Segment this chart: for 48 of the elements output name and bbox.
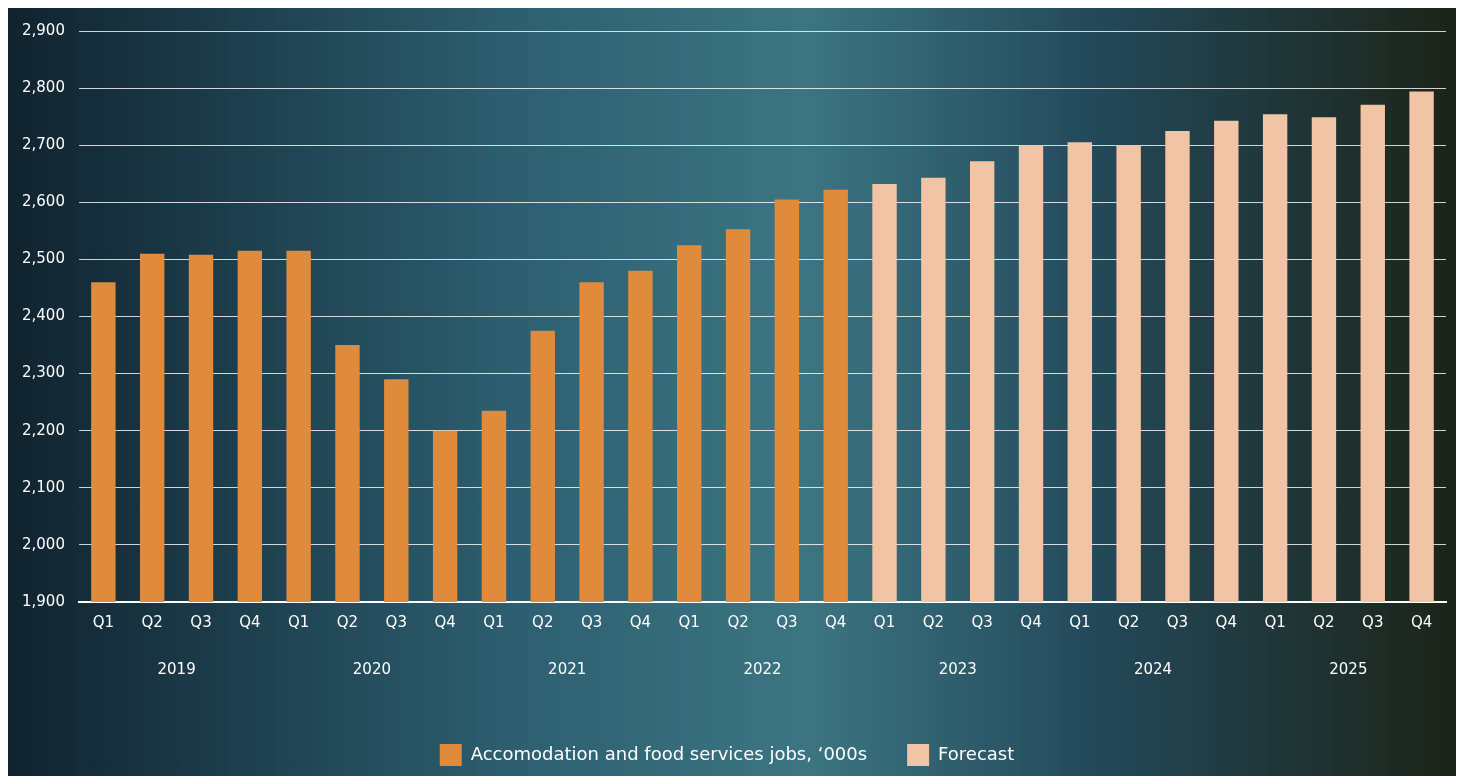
y-tick-label: 2,700: [21, 135, 65, 154]
x-tick-label: Q3: [580, 612, 603, 631]
text: 2025: [1329, 659, 1368, 678]
x-tick-label: Q4: [1215, 612, 1237, 631]
x-tick-label: Q1: [873, 612, 896, 631]
y-tick-label: 2,500: [21, 249, 65, 268]
y-tick-label: 2,800: [21, 77, 65, 96]
x-tick-label: Q4: [825, 612, 847, 631]
x-tick-label: Q3: [190, 612, 212, 631]
x-tick-label: Q2: [141, 612, 163, 631]
y-tick-label: 2,900: [21, 20, 65, 39]
y-tick-label: 2,100: [21, 477, 65, 496]
x-tick-label: Q4: [1020, 612, 1042, 631]
x-tick-label: Q3: [1166, 612, 1189, 631]
y-tick-label: 2,000: [21, 534, 65, 553]
x-tick-label: Q4: [1410, 612, 1433, 631]
x-tick-label: Q4: [239, 612, 261, 631]
text: 2022: [743, 659, 782, 678]
text: 2024: [1133, 659, 1173, 678]
x-tick-label: Q3: [776, 612, 798, 631]
legend-label: Forecast: [938, 742, 1015, 764]
x-tick-label: Q1: [1264, 612, 1286, 631]
y-tick-label: 2,200: [21, 420, 65, 439]
y-tick-label: 2,300: [21, 363, 65, 382]
x-tick-label: Q2: [1117, 612, 1140, 631]
x-tick-label: Q1: [483, 612, 505, 631]
x-tick-label: Q2: [1313, 612, 1335, 631]
x-tick-label: Q1: [287, 612, 310, 631]
x-tick-label: Q3: [385, 612, 407, 631]
y-tick-label: 2,600: [21, 192, 65, 211]
text: 2023: [938, 659, 977, 678]
text: 2020: [352, 659, 391, 678]
y-tick-label: 2,400: [21, 306, 65, 325]
x-tick-label: Q3: [1362, 612, 1384, 631]
x-tick-label: Q1: [92, 612, 115, 631]
x-tick-label: Q4: [629, 612, 652, 631]
x-tick-label: Q1: [1069, 612, 1091, 631]
y-tick-label: 1,900: [21, 591, 65, 610]
x-tick-label: Q2: [922, 612, 945, 631]
legend-label: Accomodation and food services jobs, ‘000s: [470, 742, 868, 764]
x-tick-label: Q2: [727, 612, 749, 631]
x-tick-label: Q3: [971, 612, 993, 631]
text: 2019: [157, 659, 196, 678]
x-tick-label: Q2: [336, 612, 359, 631]
x-tick-label: Q1: [678, 612, 700, 631]
x-tick-label: Q2: [532, 612, 554, 631]
x-tick-label: Q4: [434, 612, 456, 631]
text: 2021: [548, 659, 587, 678]
